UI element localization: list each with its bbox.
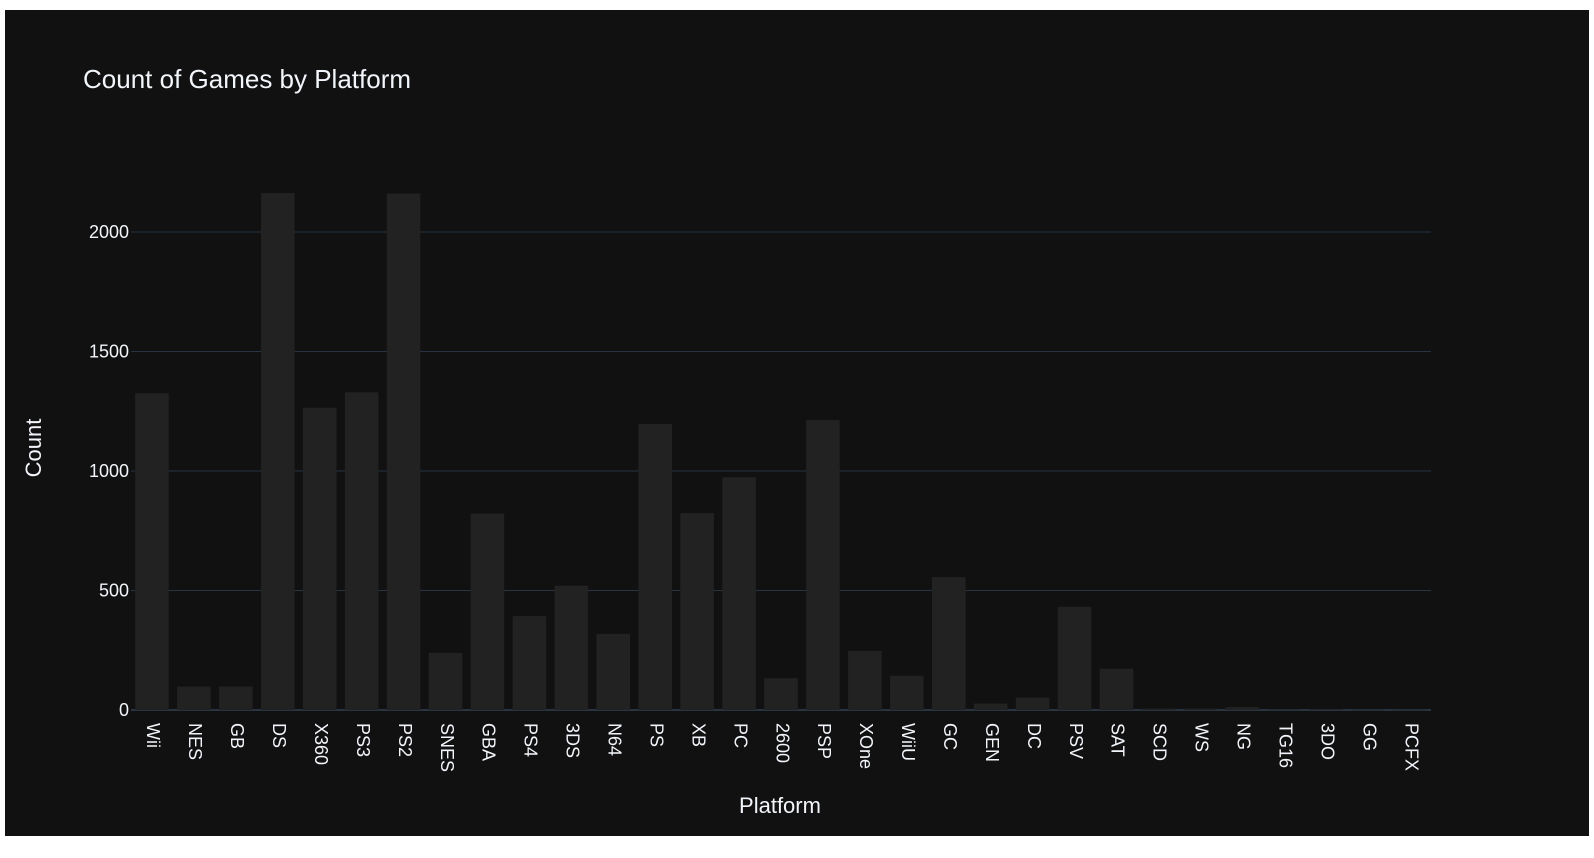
bar-tg16[interactable]: [1267, 709, 1301, 711]
bar-sat[interactable]: [1099, 668, 1134, 710]
bar-xb[interactable]: [680, 513, 714, 710]
bar-gba[interactable]: [470, 513, 505, 710]
bar-xone[interactable]: [848, 650, 882, 710]
x-tick-label: X360: [311, 723, 331, 765]
x-tick-label: PS3: [353, 723, 373, 757]
bar-x360[interactable]: [302, 407, 337, 710]
x-tick-label: WS: [1192, 723, 1212, 752]
x-tick-label: 2600: [772, 723, 792, 763]
x-tick-label: SCD: [1150, 723, 1170, 761]
bar-psp[interactable]: [806, 420, 840, 710]
y-tick-label: 1500: [89, 342, 129, 362]
chart-title: Count of Games by Platform: [83, 64, 411, 94]
x-axis-title: Platform: [739, 793, 821, 818]
x-tick-label: GBA: [479, 723, 499, 761]
x-tick-label: NG: [1234, 723, 1254, 750]
bar-snes[interactable]: [428, 652, 463, 710]
bar-ps4[interactable]: [512, 616, 547, 710]
x-axis-ticks: Wii NES GB DS X360 PS3 PS2 SNES GBA PS4 3DS N64 PS XB…: [143, 723, 1421, 772]
x-tick-label: 3DS: [563, 723, 583, 758]
y-tick-label: 1000: [89, 461, 129, 481]
bar-wii[interactable]: [135, 393, 169, 710]
bar-ng[interactable]: [1225, 707, 1260, 710]
x-tick-label: GEN: [982, 723, 1002, 762]
x-tick-label: SNES: [437, 723, 457, 772]
bar-n64[interactable]: [596, 633, 631, 710]
x-tick-label: XOne: [856, 723, 876, 769]
bar-gc[interactable]: [931, 577, 966, 710]
chart-panel: Count of Games by Platform 0 500 1000 1500 2…: [5, 10, 1589, 836]
x-tick-label: PS2: [395, 723, 415, 757]
bar-wiiu[interactable]: [890, 675, 924, 710]
x-tick-label: PSP: [814, 723, 834, 759]
y-axis-title: Count: [21, 419, 46, 478]
x-tick-label: PCFX: [1401, 723, 1421, 771]
y-axis-ticks: 0 500 1000 1500 2000: [89, 222, 129, 720]
bar-ps2[interactable]: [386, 193, 421, 710]
x-tick-label: TG16: [1275, 723, 1295, 768]
x-tick-label: PC: [730, 723, 750, 748]
bar-dc[interactable]: [1015, 697, 1050, 710]
bar-psv[interactable]: [1057, 606, 1092, 710]
x-tick-label: SAT: [1108, 723, 1128, 757]
chart-background: [5, 10, 1589, 836]
x-tick-label: GC: [940, 723, 960, 750]
x-tick-label: PSV: [1066, 723, 1086, 759]
bar-chart: Count of Games by Platform 0 500 1000 1500 2…: [5, 10, 1589, 836]
bar-gen[interactable]: [973, 703, 1008, 710]
bar-3do[interactable]: [1309, 709, 1343, 710]
x-tick-label: DC: [1024, 723, 1044, 749]
y-tick-label: 2000: [89, 222, 129, 242]
bar-ps[interactable]: [638, 423, 672, 710]
bar-ws[interactable]: [1183, 708, 1218, 710]
bar-gb[interactable]: [219, 686, 253, 710]
bar-3ds[interactable]: [554, 585, 589, 710]
x-tick-label: DS: [269, 723, 289, 748]
x-tick-label: GB: [227, 723, 247, 749]
x-tick-label: PS4: [521, 723, 541, 757]
bar-nes[interactable]: [177, 686, 211, 710]
x-tick-label: XB: [688, 723, 708, 747]
bars: [135, 193, 1427, 711]
x-tick-label: PS: [646, 723, 666, 747]
x-tick-label: Wii: [143, 723, 163, 748]
x-tick-label: GG: [1359, 723, 1379, 751]
bar-pcfx[interactable]: [1393, 709, 1427, 711]
x-tick-label: 3DO: [1317, 723, 1337, 760]
y-tick-label: 0: [119, 700, 129, 720]
bar-gg[interactable]: [1351, 709, 1385, 711]
bar-pc[interactable]: [722, 477, 756, 710]
bar-scd[interactable]: [1141, 708, 1176, 710]
bar-ps3[interactable]: [344, 392, 379, 710]
x-tick-label: WiiU: [898, 723, 918, 761]
bar-2600[interactable]: [764, 678, 798, 710]
x-tick-label: N64: [605, 723, 625, 756]
y-tick-label: 500: [99, 581, 129, 601]
x-tick-label: NES: [185, 723, 205, 760]
bar-ds[interactable]: [261, 193, 295, 711]
